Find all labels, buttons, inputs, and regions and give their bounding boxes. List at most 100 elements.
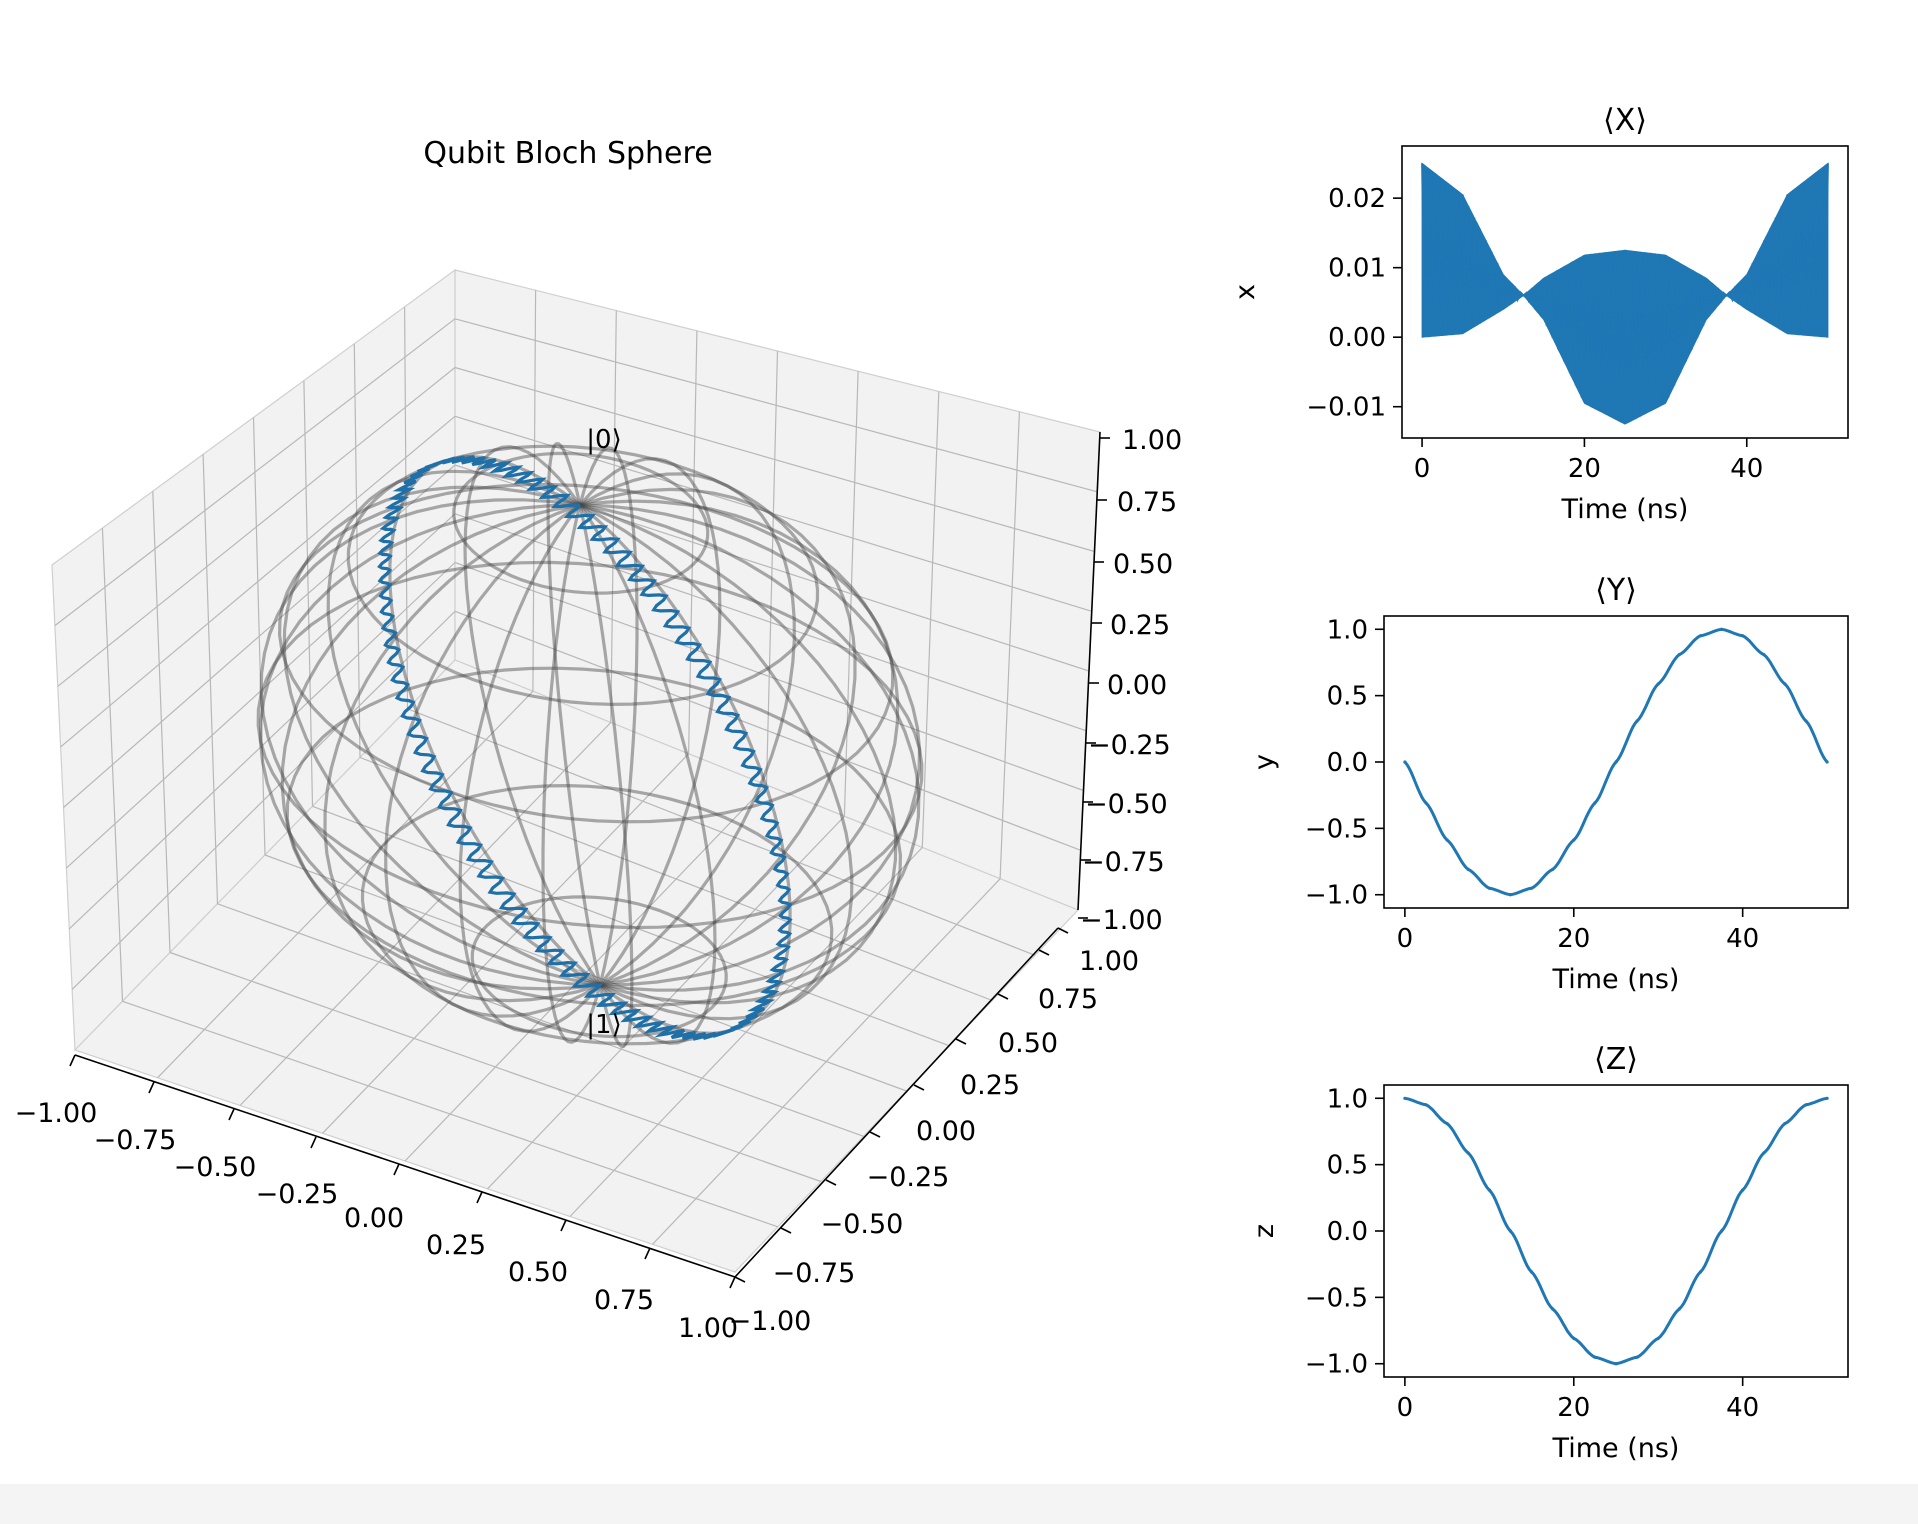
x-tick xyxy=(644,1247,651,1260)
y-axis-label: z xyxy=(1249,1224,1280,1238)
gridline xyxy=(407,708,1036,956)
y-tick-label: 1.0 xyxy=(1327,1084,1368,1114)
y-tick-label: 0.0 xyxy=(1327,1217,1368,1247)
data-point xyxy=(1530,886,1534,890)
y-tick-label: 1.0 xyxy=(1327,615,1368,645)
y-tick-label: −0.75 xyxy=(773,1258,856,1289)
y-axis-label: y xyxy=(1249,754,1280,770)
bloch-sphere-panel: Qubit Bloch Sphere |0⟩ |1⟩ 1.00 0.75 0.5… xyxy=(15,136,1183,1344)
data-point xyxy=(1825,1096,1829,1100)
y-tick xyxy=(1038,949,1050,956)
z-tick-label: 1.00 xyxy=(1122,425,1182,456)
sphere-latitude xyxy=(470,895,728,1039)
gridline xyxy=(652,878,1001,1245)
y-tick xyxy=(825,1179,837,1186)
gridline xyxy=(252,417,266,856)
data-point xyxy=(1403,760,1407,764)
gridline xyxy=(68,562,456,930)
y-tick-label: −0.5 xyxy=(1305,1283,1368,1313)
y-tick-label: −0.5 xyxy=(1305,814,1368,844)
y-tick xyxy=(955,1038,967,1045)
data-point xyxy=(1635,719,1639,723)
data-point xyxy=(1466,1151,1470,1155)
x-tick-label: 0.00 xyxy=(344,1203,404,1234)
data-point xyxy=(1804,1103,1808,1107)
sphere-latitude xyxy=(346,444,820,707)
gridline xyxy=(569,847,923,1217)
gridline xyxy=(921,391,940,848)
x-axis: −1.00 −0.75 −0.50 −0.25 0.00 0.25 0.50 0… xyxy=(15,1054,738,1344)
label-ket0: |0⟩ xyxy=(586,425,621,455)
gridline xyxy=(353,343,361,758)
gridline xyxy=(843,371,859,817)
z-axis: 1.00 0.75 0.50 0.25 0.00 −0.25 −0.50 −0.… xyxy=(1077,425,1182,936)
y-axis-label: x xyxy=(1230,284,1261,300)
data-point xyxy=(1698,634,1702,638)
z-tick-label: 0.50 xyxy=(1113,549,1173,580)
z-tick-label: 0.75 xyxy=(1117,487,1177,518)
gridline xyxy=(454,513,1087,732)
y-tick-label: 0.0 xyxy=(1327,748,1368,778)
data-point xyxy=(1530,1270,1534,1274)
x-tick xyxy=(69,1054,76,1067)
y-tick-label: −0.50 xyxy=(821,1209,904,1240)
x-tick xyxy=(148,1081,155,1094)
data-point xyxy=(1445,1122,1449,1126)
x-tick-label: 20 xyxy=(1557,924,1590,954)
data-point xyxy=(1593,1355,1597,1359)
data-point xyxy=(1804,719,1808,723)
axes-frame xyxy=(1401,145,1849,439)
x-tick xyxy=(228,1108,235,1121)
z-tick-label: −1.00 xyxy=(1080,905,1163,936)
data-point xyxy=(1572,838,1576,842)
bloch-trajectory xyxy=(377,455,793,1041)
data-point xyxy=(1741,1188,1745,1192)
panel-title: ⟨X⟩ xyxy=(1603,103,1647,138)
gridline xyxy=(312,805,950,1047)
y-tick-label: 0.25 xyxy=(960,1070,1020,1101)
x-tick-label: −0.75 xyxy=(94,1125,177,1156)
data-point xyxy=(1551,867,1555,872)
data-point xyxy=(1508,1229,1512,1233)
x-tick-label: 40 xyxy=(1730,454,1763,484)
data-point xyxy=(1825,760,1829,764)
x-axis-label: Time (ns) xyxy=(1552,964,1680,995)
y-tick-label: 0.02 xyxy=(1328,184,1386,214)
data-point xyxy=(1445,838,1449,842)
gridline xyxy=(765,350,779,786)
y-axis-line xyxy=(734,927,1059,1278)
z-tick-label: 0.00 xyxy=(1107,670,1167,701)
x-tick-label: 0 xyxy=(1414,454,1431,484)
data-point xyxy=(1720,1229,1724,1233)
z-tick-label: 0.25 xyxy=(1110,610,1170,641)
y-tick-label: 0.5 xyxy=(1327,1151,1368,1181)
data-point xyxy=(1677,1307,1681,1311)
sphere-latitude xyxy=(360,783,834,1046)
gridline xyxy=(454,610,1082,851)
x-tick-label: 20 xyxy=(1568,454,1601,484)
bloch-title: Qubit Bloch Sphere xyxy=(423,136,712,171)
x-tick-label: 1.00 xyxy=(678,1313,738,1344)
y-tick xyxy=(734,1276,746,1283)
x-tick xyxy=(560,1219,567,1232)
sphere-latitude xyxy=(277,482,895,824)
y-tick-label: 0.00 xyxy=(1328,323,1386,353)
y-axis: −1.00 −0.75 −0.50 −0.25 0.00 0.25 0.50 0… xyxy=(729,927,1139,1337)
gridline xyxy=(999,411,1020,879)
z-axis-line xyxy=(1077,431,1101,911)
x-tick-label: 0.50 xyxy=(508,1257,568,1288)
gridline xyxy=(65,513,456,869)
data-point xyxy=(1551,1307,1555,1311)
panel-z-expectation: 0 20 40 −1.0 −0.5 0.0 0.5 1.0 ⟨Z⟩ Time (ns) z xyxy=(1249,1042,1849,1464)
x-tick-label: −0.50 xyxy=(174,1152,257,1183)
x-tick-label: −1.00 xyxy=(15,1098,98,1129)
x-tick-label: 0.25 xyxy=(426,1230,486,1261)
panel-y-expectation: 0 20 40 −1.0 −0.5 0.0 0.5 1.0 ⟨Y⟩ Time (ns) y xyxy=(1249,573,1849,995)
data-point xyxy=(1614,760,1618,764)
data-point xyxy=(1466,867,1470,872)
sphere-latitude xyxy=(256,560,924,930)
x-tick-label: 0 xyxy=(1397,1393,1414,1423)
data-point xyxy=(1656,682,1660,686)
data-point xyxy=(1698,1270,1702,1274)
y-tick-label: 1.00 xyxy=(1079,946,1139,977)
